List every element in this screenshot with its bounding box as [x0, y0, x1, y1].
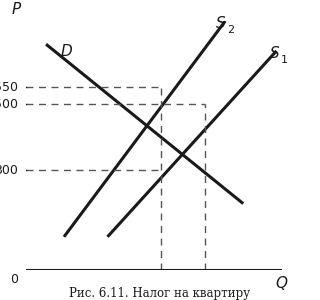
Text: 1: 1 [281, 55, 288, 65]
Text: Q: Q [276, 276, 288, 291]
Text: S: S [270, 46, 280, 61]
Text: 550: 550 [0, 81, 18, 94]
Text: 2: 2 [227, 25, 235, 35]
Text: 300: 300 [0, 164, 18, 177]
Text: 500: 500 [0, 98, 18, 110]
Text: P: P [12, 2, 21, 17]
Text: Рис. 6.11. Налог на квартиру: Рис. 6.11. Налог на квартиру [69, 287, 251, 300]
Text: D: D [60, 44, 72, 59]
Text: S: S [216, 16, 226, 31]
Text: 0: 0 [10, 274, 18, 286]
